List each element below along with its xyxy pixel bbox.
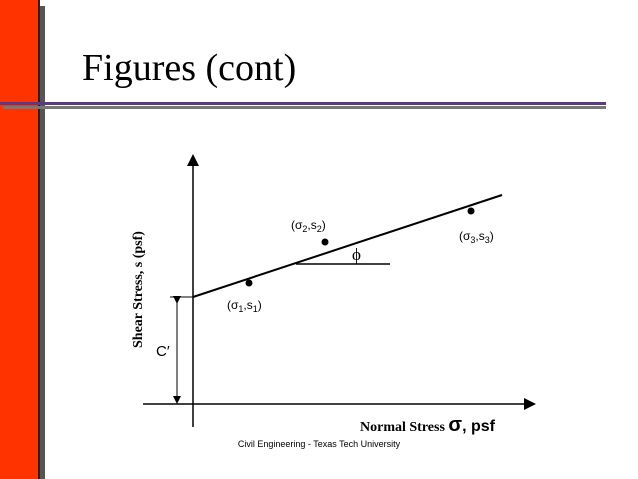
- page-title: Figures (cont): [82, 47, 297, 89]
- point-label-3: (σ3,s3): [459, 229, 494, 245]
- footer-text: Civil Engineering - Texas Tech Universit…: [237, 439, 401, 449]
- side-accent-bar: [0, 0, 40, 479]
- data-point-3: [467, 207, 475, 215]
- title-rule-shadow: [3, 106, 606, 109]
- data-point-2: [321, 238, 329, 246]
- x-axis-label: Normal Stress σ, psf: [360, 414, 496, 436]
- cohesion-label: C′: [156, 343, 170, 360]
- friction-angle-label: ϕ: [352, 245, 361, 264]
- failure-envelope-line: [192, 194, 503, 298]
- point-label-1: (σ1,s1): [227, 298, 262, 314]
- data-point-1: [245, 279, 253, 287]
- y-axis-label: Shear Stress, s (psf): [131, 231, 146, 348]
- title-rule: [0, 102, 606, 105]
- point-label-2: (σ2,s2): [291, 218, 326, 234]
